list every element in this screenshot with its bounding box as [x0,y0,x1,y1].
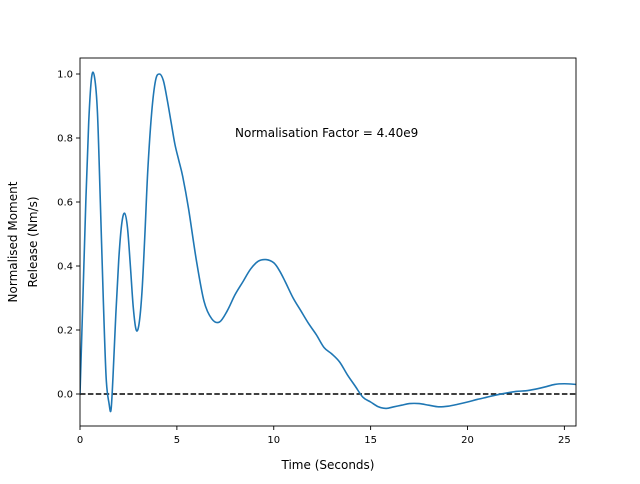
plot-frame [79,57,577,427]
y-axis-label-line-2: Release (Nm/s) [26,196,40,287]
x-tick-label: 15 [364,435,377,446]
x-tick-label: 10 [267,435,280,446]
x-tick-label: 20 [461,435,474,446]
y-axis-label-line-1: Normalised Moment [6,181,20,302]
x-axis-label: Time (Seconds) [281,458,375,472]
y-tick-label: 0.0 [57,390,73,401]
y-tick-label: 0.2 [57,326,73,337]
axes: 0 5 10 15 20 25 0.0 0.2 0.4 0.6 0.8 1.0 [57,57,577,446]
x-tick-label: 0 [77,435,83,446]
y-tick-label: 0.8 [57,134,73,145]
x-tick-label: 25 [558,435,571,446]
normalisation-annotation: Normalisation Factor = 4.40e9 [235,126,418,140]
series-line-0 [80,71,576,413]
y-tick-label: 0.6 [57,198,73,209]
y-tick-label: 0.4 [57,262,73,273]
plot-area [80,71,576,413]
y-tick-label: 1.0 [57,70,73,81]
x-tick-label: 5 [174,435,180,446]
